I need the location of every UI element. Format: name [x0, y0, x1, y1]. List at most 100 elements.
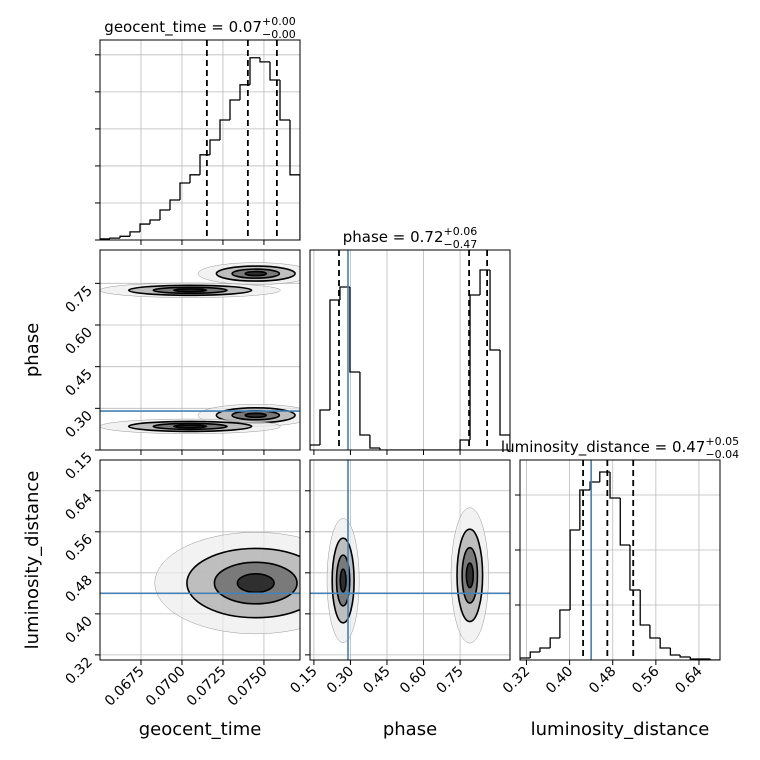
x-axis-label: geocent_time: [139, 719, 262, 740]
x-tick-label: 0.30: [324, 664, 357, 697]
histogram-step: [119, 235, 130, 239]
y-tick-label: 0.45: [62, 366, 95, 399]
histogram-step: [289, 120, 300, 240]
panel: phase = 0.72+0.06 −0.47: [309, 225, 511, 455]
x-tick-label: 0.15: [287, 664, 320, 697]
y-tick-label: 0.30: [62, 408, 95, 441]
y-tick-label: 0.32: [62, 654, 95, 687]
histogram-step: [539, 647, 551, 652]
plot-area: [310, 250, 510, 450]
y-tick-label: 0.40: [62, 613, 95, 646]
histogram-step: [209, 139, 220, 155]
histogram-step: [179, 182, 190, 200]
y-tick-label: 0.48: [62, 572, 95, 605]
density-contour: [244, 412, 268, 419]
panel-frame: [519, 459, 721, 661]
histogram-step: [369, 435, 380, 449]
x-tick-label: 0.0750: [225, 664, 271, 710]
histogram-step: [109, 237, 120, 239]
histogram-step: [279, 80, 290, 121]
x-tick-label: 0.0725: [184, 664, 230, 710]
histogram-step: [639, 590, 650, 626]
y-tick-label: 0.15: [62, 450, 95, 483]
histogram-step: [589, 481, 600, 490]
y-axis-label: luminosity_distance: [22, 471, 43, 650]
histogram-step: [629, 545, 641, 591]
histogram-step: [169, 199, 180, 210]
x-tick-label: 0.60: [397, 664, 430, 697]
histogram-step: [459, 439, 471, 450]
histogram-step: [310, 444, 320, 450]
histogram-step: [359, 372, 370, 436]
x-tick-label: 0.48: [586, 664, 619, 697]
title-main: luminosity_distance = 0.47: [501, 438, 705, 457]
panel: geocent_time = 0.07+0.00 −0.00: [95, 15, 301, 245]
x-tick-label: 0.75: [434, 664, 467, 697]
x-tick-label: 0.0700: [143, 664, 189, 710]
density-contour: [339, 568, 347, 593]
histogram-step: [659, 638, 671, 649]
histogram-step: [269, 61, 280, 81]
title-sup: +0.00: [262, 15, 296, 28]
panel-frame: [99, 39, 301, 241]
plot-area: [520, 460, 720, 660]
x-tick-label: 0.45: [360, 664, 393, 697]
x-tick-label: 0.56: [629, 663, 662, 696]
density-contour: [172, 288, 208, 293]
x-tick-label: 0.64: [672, 663, 705, 696]
histogram-step: [249, 57, 260, 85]
x-tick-label: 0.40: [543, 664, 576, 697]
panel-frame: [309, 459, 511, 661]
histogram-step: [129, 231, 140, 237]
histogram-step: [149, 219, 160, 225]
histogram-step: [569, 529, 580, 610]
plot-area: [100, 40, 300, 240]
x-tick-label: 0.0675: [102, 664, 148, 710]
title-sub: −0.04: [705, 448, 739, 461]
panel-title: geocent_time = 0.07+0.00 −0.00: [104, 15, 295, 41]
y-tick-label: 0.60: [62, 325, 95, 358]
y-tick-label: 0.64: [62, 490, 95, 523]
density-contour: [236, 573, 275, 594]
histogram-step: [379, 448, 390, 450]
panel: 0.32 0.40 0.48 0.56 0.64 luminosity_distance …: [500, 435, 739, 740]
histogram-step: [159, 209, 170, 220]
histogram-step: [339, 286, 350, 300]
histogram-step: [689, 657, 701, 660]
plot-area: [310, 460, 510, 660]
panel-title: phase = 0.72+0.06 −0.47: [343, 225, 478, 251]
histogram-step: [559, 609, 571, 638]
histogram-step: [329, 299, 340, 410]
x-axis-label: luminosity_distance: [531, 719, 710, 740]
panel-title: luminosity_distance = 0.47+0.05 −0.04: [501, 435, 739, 461]
histogram-step: [259, 57, 270, 63]
y-tick-label: 0.56: [62, 531, 95, 564]
histogram-step: [199, 154, 210, 175]
histogram-step: [619, 498, 630, 546]
histogram-step: [669, 648, 681, 656]
histogram-step: [239, 84, 250, 100]
panel-frame: [99, 249, 301, 451]
title-sub: −0.47: [444, 238, 478, 251]
y-axis-label: phase: [22, 323, 43, 377]
histogram-step: [549, 637, 560, 648]
histogram-step: [489, 270, 501, 351]
x-tick-label: 0.32: [500, 664, 533, 697]
histogram-step: [100, 238, 110, 240]
title-sub: −0.00: [262, 28, 296, 41]
histogram-step: [229, 99, 240, 120]
density-contour: [244, 270, 268, 277]
histogram-step: [579, 489, 591, 530]
histogram-step: [319, 409, 330, 445]
histogram-step: [139, 223, 150, 232]
density-contour: [465, 562, 475, 589]
histogram-step: [529, 651, 540, 658]
histogram-step: [520, 657, 531, 660]
histogram-step: [679, 655, 691, 658]
histogram-step: [499, 350, 510, 450]
histogram-step: [189, 174, 200, 183]
histogram-step: [349, 287, 360, 373]
